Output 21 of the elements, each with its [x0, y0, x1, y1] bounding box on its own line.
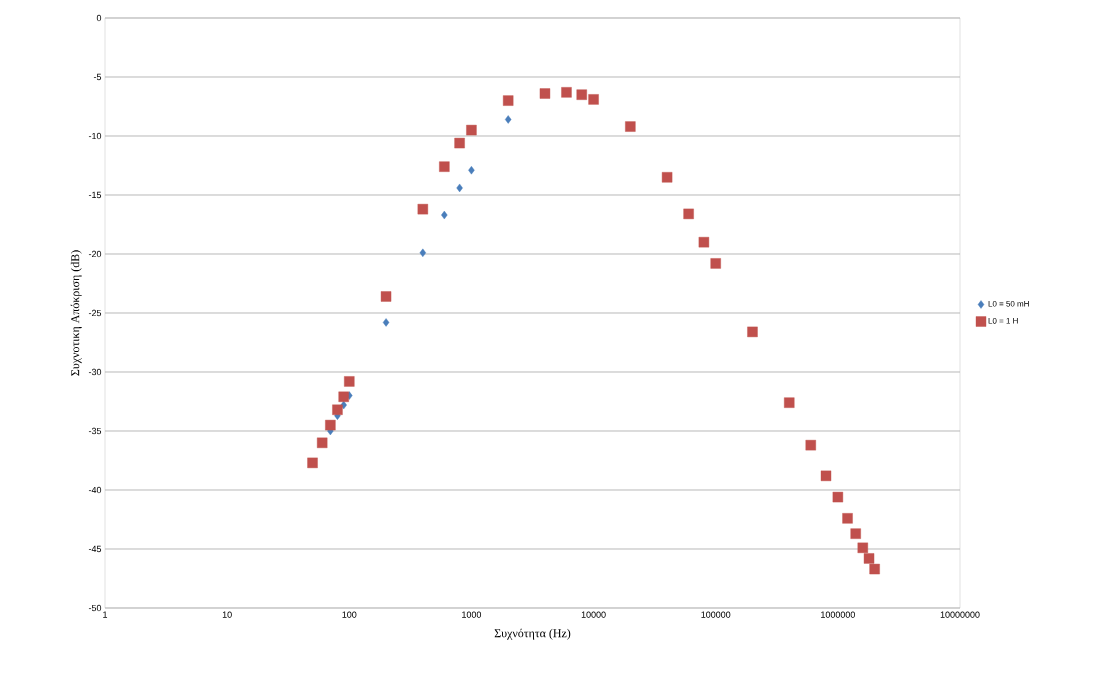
- x-tick-label: 100: [342, 611, 357, 618]
- y-tick-label: -50: [88, 604, 102, 612]
- x-tick-label: 10000000: [940, 611, 980, 618]
- x-tick-label: 100000: [701, 611, 731, 618]
- y-axis-title: Συχνοτικη Απόκριση (dB): [70, 250, 82, 376]
- y-tick-label: -15: [88, 191, 102, 199]
- y-tick-label: -5: [93, 73, 102, 81]
- y-tick-label: -35: [88, 427, 102, 435]
- x-axis-title: Συχνότητα (Hz): [494, 628, 571, 640]
- y-tick-label: -10: [88, 132, 102, 140]
- x-tick-label: 10000: [581, 611, 606, 618]
- y-tick-label: -25: [88, 309, 102, 317]
- y-tick-label: -40: [88, 486, 102, 494]
- y-tick-label: -30: [88, 368, 102, 376]
- x-tick-label: 1000000: [821, 611, 855, 618]
- x-tick-label: 1: [103, 611, 108, 618]
- x-tick-label: 1000: [462, 611, 482, 618]
- x-tick-label: 10: [222, 611, 232, 618]
- y-tick-label: 0: [96, 14, 102, 22]
- y-tick-label: -45: [88, 545, 102, 553]
- y-tick-label: -20: [88, 250, 102, 258]
